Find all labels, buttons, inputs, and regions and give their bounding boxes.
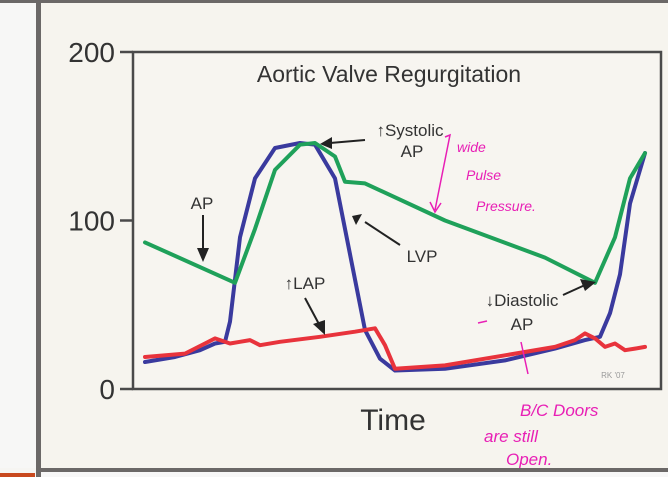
arrow-diastolic (562, 284, 586, 296)
arrow-lap (304, 297, 321, 327)
ink-line (520, 341, 529, 375)
bottom-strip (41, 472, 668, 477)
y-tick-label: 0 (99, 374, 115, 405)
note-doors: B/C Doors (520, 401, 599, 420)
credit: RK '07 (601, 371, 625, 380)
note-pressure: Pressure. (476, 198, 536, 214)
arrow-systolic (329, 139, 366, 144)
annotation-diastolic: ↓Diastolic (486, 291, 559, 310)
handwriting-ink (429, 133, 529, 375)
ink-dash (477, 320, 488, 324)
window-top-border (0, 0, 668, 3)
annotation-systolic: ↑Systolic (376, 121, 444, 140)
left-panel (0, 3, 36, 468)
handwritten-notes: wide Pulse Pressure. B/C Doors are still… (457, 139, 599, 468)
ink-arrow-pressure (429, 133, 452, 214)
annotation-lap: ↑LAP (285, 274, 326, 293)
chart-title: Aortic Valve Regurgitation (257, 61, 521, 87)
note-still: are still (484, 427, 539, 446)
bottom-border (36, 468, 668, 472)
panel-divider[interactable] (36, 0, 41, 477)
annotation-systolic-ap: AP (401, 142, 424, 161)
plot-frame (131, 50, 663, 391)
annotation-lvp: LVP (407, 247, 438, 266)
annotation-ap: AP (191, 194, 214, 213)
series-ap-line (143, 141, 647, 285)
orange-accent (0, 473, 35, 477)
note-wide: wide (457, 139, 486, 155)
note-pulse: Pulse (466, 167, 501, 183)
y-tick-label: 200 (68, 37, 115, 68)
annotation-arrows (197, 137, 596, 335)
annotation-diastolic-ap: AP (511, 315, 534, 334)
annotations: AP ↑Systolic AP LVP ↑LAP ↓Diastolic AP R… (191, 121, 626, 380)
arrow-lvp (364, 221, 401, 246)
note-open: Open. (506, 450, 552, 468)
x-axis-label: Time (360, 404, 426, 437)
y-tick-label: 100 (68, 206, 115, 237)
series-lap-line (143, 326, 647, 371)
